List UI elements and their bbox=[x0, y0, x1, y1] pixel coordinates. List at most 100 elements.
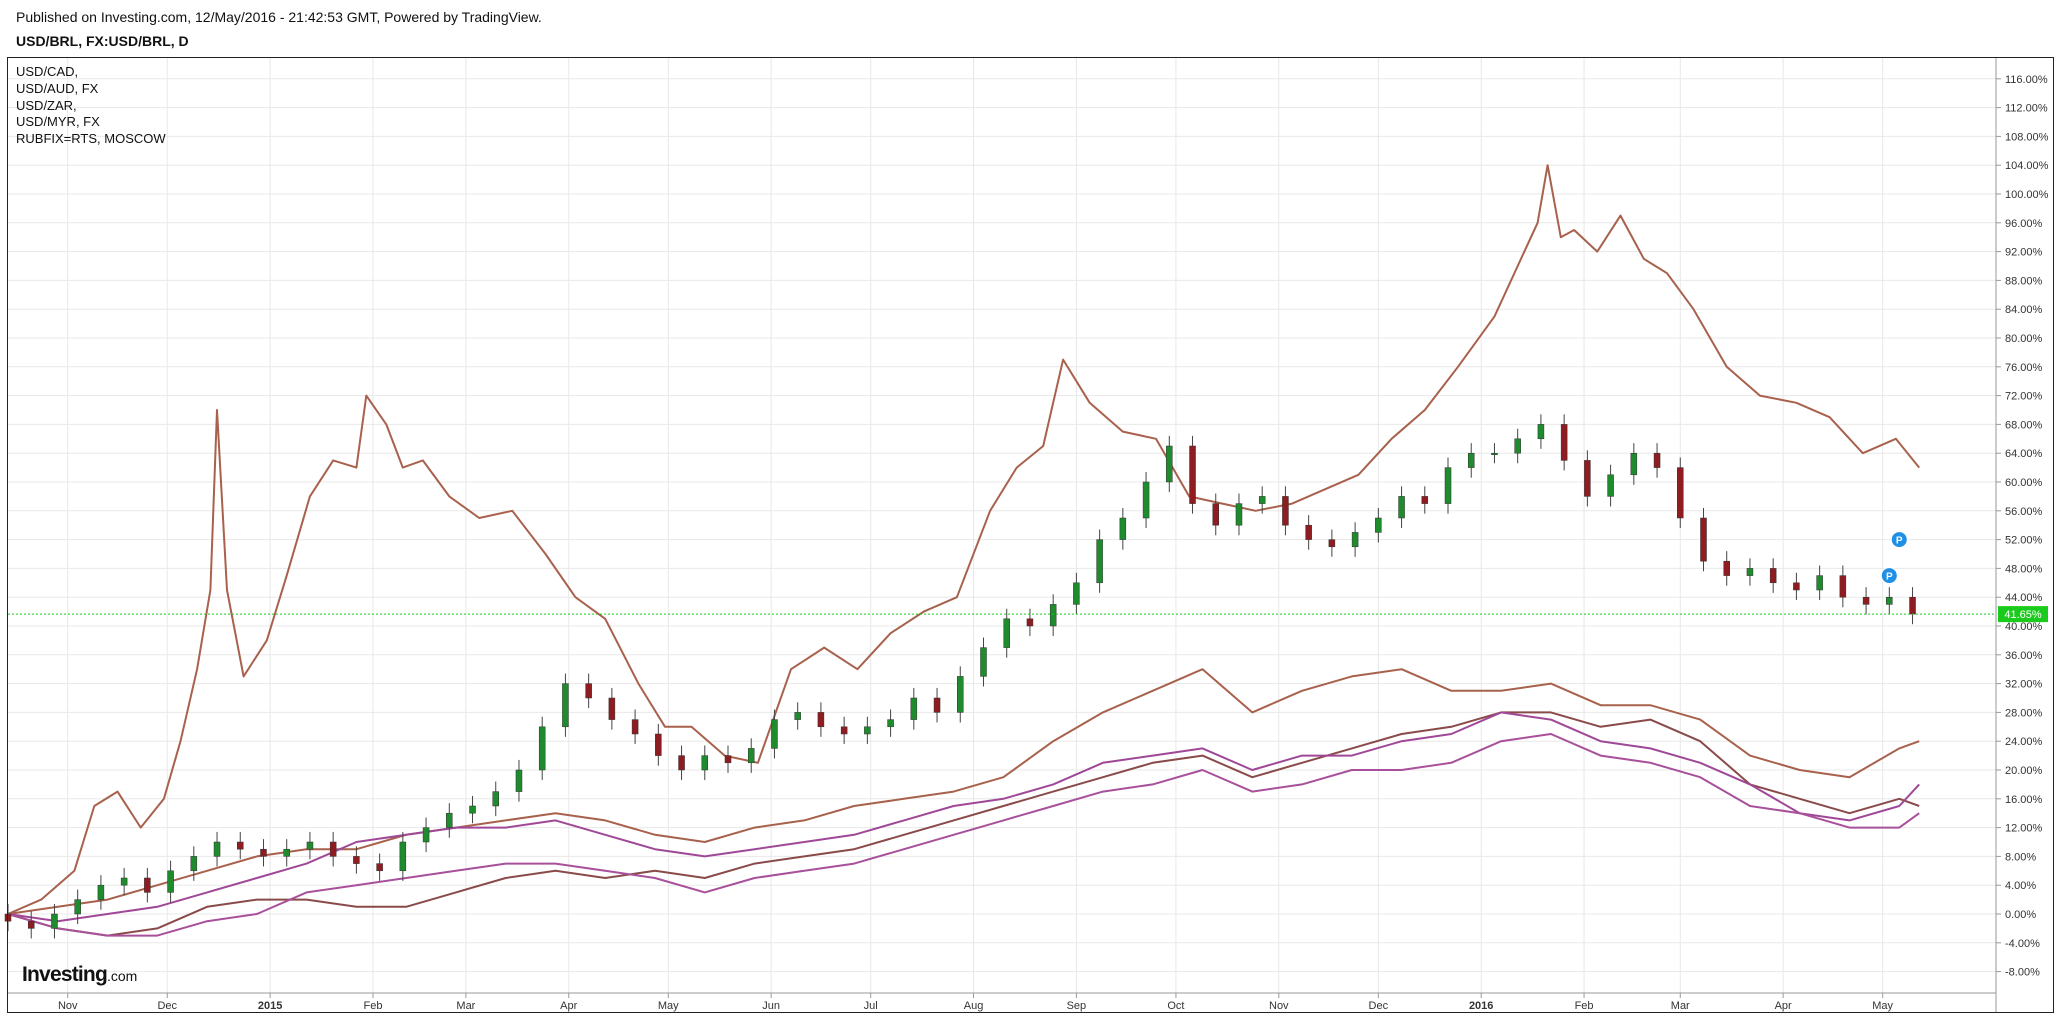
y-tick-label: 112.00% bbox=[2005, 103, 2048, 115]
y-tick-label: 56.00% bbox=[2005, 506, 2043, 518]
chart-frame bbox=[7, 57, 2054, 1013]
candle-body bbox=[1398, 496, 1405, 519]
candle-body bbox=[469, 805, 476, 814]
p-marker[interactable] bbox=[1890, 531, 1908, 549]
y-tick-label: 108.00% bbox=[2005, 131, 2049, 143]
y-tick-label: 0.00% bbox=[2005, 909, 2036, 921]
y-tick-label: 24.00% bbox=[2005, 736, 2043, 748]
y-tick-label: 80.00% bbox=[2005, 333, 2043, 345]
current-price-label: 41.65% bbox=[2004, 609, 2042, 621]
series-line bbox=[7, 733, 1920, 937]
candle-body bbox=[329, 841, 337, 857]
candle-body bbox=[1026, 618, 1034, 627]
x-tick-label: 2015 bbox=[258, 1000, 282, 1012]
candle-body bbox=[1003, 618, 1010, 648]
legend-item: USD/AUD, FX bbox=[16, 80, 99, 96]
candle-body bbox=[1677, 467, 1684, 519]
candle-body bbox=[515, 769, 523, 792]
candle-body bbox=[655, 733, 662, 756]
candle-body bbox=[27, 920, 35, 929]
y-tick-label: 52.00% bbox=[2005, 535, 2043, 547]
y-tick-label: 116.00% bbox=[2005, 74, 2048, 86]
candle-body bbox=[1282, 496, 1289, 526]
legend-item: USD/ZAR, bbox=[16, 97, 77, 113]
candle-body bbox=[237, 841, 244, 850]
candle-body bbox=[1375, 517, 1382, 533]
candle-body bbox=[957, 676, 964, 713]
x-tick-label: Dec bbox=[157, 1000, 177, 1012]
y-tick-label: 60.00% bbox=[2005, 477, 2043, 489]
candle-body bbox=[74, 899, 81, 915]
x-tick-label: May bbox=[1872, 1000, 1893, 1012]
candle-body bbox=[260, 848, 267, 857]
y-tick-label: 16.00% bbox=[2005, 794, 2043, 806]
candle-body bbox=[747, 748, 755, 764]
x-tick-label: May bbox=[658, 1000, 679, 1012]
candle-body bbox=[1049, 604, 1057, 627]
series-line bbox=[7, 164, 1920, 915]
y-tick-label: 104.00% bbox=[2005, 160, 2049, 172]
candle-body bbox=[144, 877, 151, 893]
y-tick-label: 88.00% bbox=[2005, 275, 2043, 287]
candle-body bbox=[1073, 582, 1080, 605]
y-tick-label: 44.00% bbox=[2005, 592, 2043, 604]
y-tick-label: -8.00% bbox=[2005, 967, 2040, 979]
y-tick-label: 100.00% bbox=[2005, 189, 2049, 201]
y-tick-label: 32.00% bbox=[2005, 679, 2043, 691]
candle-body bbox=[1119, 517, 1127, 540]
y-tick-label: 40.00% bbox=[2005, 621, 2043, 633]
candle-body bbox=[97, 884, 105, 900]
candle-body bbox=[283, 848, 290, 857]
candle-body bbox=[376, 863, 383, 872]
candle-body bbox=[1560, 424, 1568, 461]
legend-item: USD/MYR, FX bbox=[16, 114, 100, 130]
candle-body bbox=[1537, 424, 1545, 440]
investing-logo[interactable]: Investing.com bbox=[22, 963, 137, 987]
y-tick-label: 64.00% bbox=[2005, 448, 2043, 460]
price-markers[interactable]: PP bbox=[1880, 531, 1908, 585]
p-marker[interactable] bbox=[1880, 567, 1898, 585]
candle-body bbox=[1444, 467, 1452, 504]
p-marker-label: P bbox=[1886, 572, 1893, 583]
candle-body bbox=[399, 841, 407, 872]
candle-body bbox=[701, 755, 709, 771]
candle-body bbox=[190, 856, 198, 872]
x-tick-label: Feb bbox=[1575, 1000, 1594, 1012]
candle-body bbox=[1258, 496, 1266, 504]
y-tick-label: 68.00% bbox=[2005, 419, 2043, 431]
usdbrl-candles bbox=[4, 414, 1916, 939]
x-tick-label: Sep bbox=[1067, 1000, 1087, 1012]
candle-body bbox=[562, 683, 569, 728]
x-tick-label: 2016 bbox=[1469, 1000, 1493, 1012]
candle-body bbox=[1212, 503, 1220, 526]
candle-body bbox=[1769, 568, 1777, 584]
candle-body bbox=[1653, 452, 1661, 468]
candle-body bbox=[887, 719, 894, 728]
x-tick-label: Feb bbox=[363, 1000, 382, 1012]
candle-body bbox=[1096, 539, 1103, 584]
candle-body bbox=[910, 697, 918, 720]
y-tick-label: 4.00% bbox=[2005, 880, 2036, 892]
candle-body bbox=[51, 913, 58, 929]
candle-body bbox=[1886, 596, 1893, 605]
x-tick-label: Aug bbox=[964, 1000, 984, 1012]
candle-body bbox=[4, 913, 12, 922]
candle-body bbox=[1700, 517, 1707, 562]
candle-body bbox=[1514, 438, 1521, 454]
legend-item: USD/CAD, bbox=[16, 64, 79, 79]
candle-body bbox=[167, 870, 174, 893]
y-tick-label: 36.00% bbox=[2005, 650, 2043, 662]
candle-body bbox=[1421, 496, 1429, 504]
candle-body bbox=[678, 755, 685, 771]
x-tick-label: Nov bbox=[1269, 1000, 1289, 1012]
y-tick-label: 84.00% bbox=[2005, 304, 2043, 316]
candle-body bbox=[1630, 452, 1638, 476]
y-tick-label: 20.00% bbox=[2005, 765, 2043, 777]
legend: USD/CAD, USD/AUD, FX USD/ZAR, USD/MYR, F… bbox=[16, 64, 166, 148]
candle-body bbox=[840, 726, 848, 735]
series-line bbox=[7, 711, 1920, 937]
candle-body bbox=[1189, 445, 1196, 504]
x-tick-label: Dec bbox=[1369, 1000, 1389, 1012]
x-tick-label: Apr bbox=[1775, 1000, 1792, 1012]
